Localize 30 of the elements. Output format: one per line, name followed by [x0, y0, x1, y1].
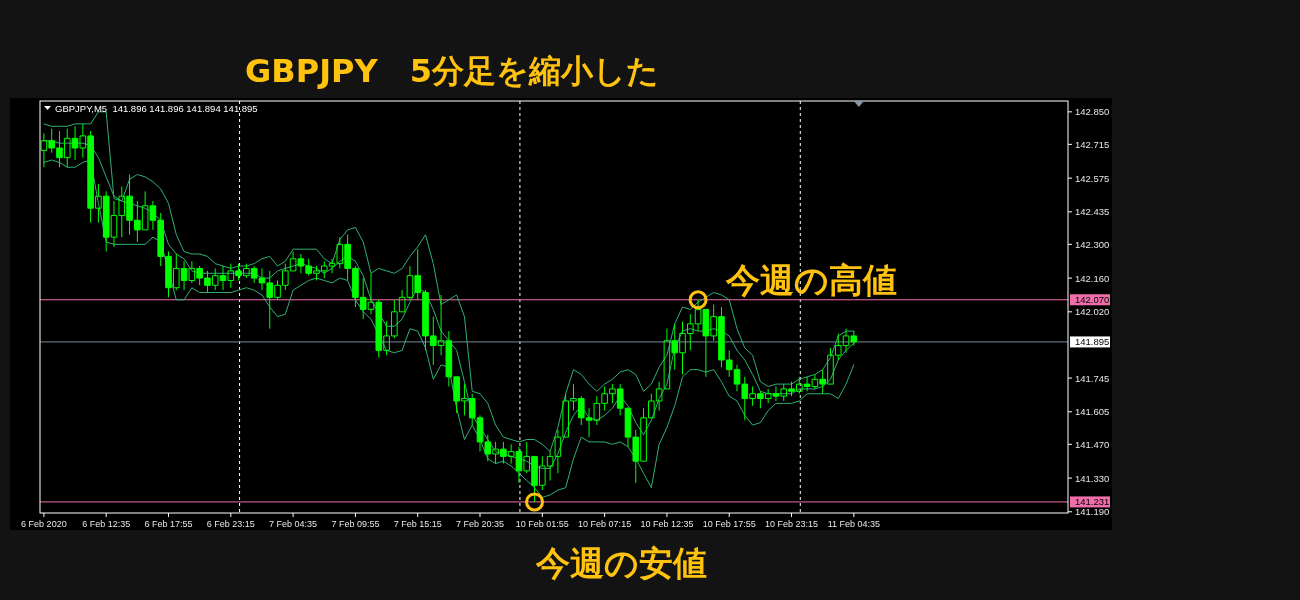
x-tick-label: 11 Feb 04:35: [827, 519, 881, 529]
annotation: 今週の高値: [725, 259, 898, 300]
chart-title: GBPJPY 5分足を縮小した: [245, 52, 659, 90]
y-tick-label: 142.300: [1075, 238, 1110, 250]
x-tick-label: 6 Feb 12:35: [82, 519, 131, 529]
y-tick-label: 142.850: [1075, 106, 1110, 118]
y-tick-label: 141.190: [1075, 506, 1110, 518]
x-tick-label: 6 Feb 23:15: [206, 519, 255, 529]
y-tick-label: 142.160: [1075, 272, 1110, 284]
y-tick-label: 142.435: [1075, 206, 1110, 218]
x-tick-label: 10 Feb 01:55: [515, 519, 569, 529]
y-tick-label: 141.470: [1075, 438, 1110, 450]
x-tick-label: 10 Feb 07:15: [578, 519, 632, 529]
y-tick-label: 141.605: [1075, 406, 1110, 418]
y-tick-label: 142.715: [1075, 138, 1110, 150]
x-tick-label: 10 Feb 23:15: [765, 519, 819, 529]
x-tick-label: 7 Feb 04:35: [269, 519, 318, 529]
x-tick-label: 7 Feb 20:35: [455, 519, 505, 529]
x-tick-label: 6 Feb 2020: [21, 519, 67, 529]
x-tick-label: 6 Feb 17:55: [144, 519, 193, 529]
x-tick-label: 7 Feb 09:55: [331, 519, 380, 529]
x-tick-label: 10 Feb 17:55: [702, 519, 756, 529]
annotation: 今週の安値: [535, 543, 708, 583]
annotation: GBPJPY,M5 141.896 141.896 141.894 141.895: [55, 102, 258, 114]
x-tick-label: 10 Feb 12:35: [640, 519, 694, 529]
y-tick-label: 142.020: [1075, 306, 1110, 318]
y-tick-label: 142.575: [1075, 172, 1110, 184]
y-tick-label: 141.745: [1075, 372, 1110, 384]
y-tick-label: 141.330: [1075, 472, 1110, 484]
x-tick-label: 7 Feb 15:15: [393, 519, 442, 529]
